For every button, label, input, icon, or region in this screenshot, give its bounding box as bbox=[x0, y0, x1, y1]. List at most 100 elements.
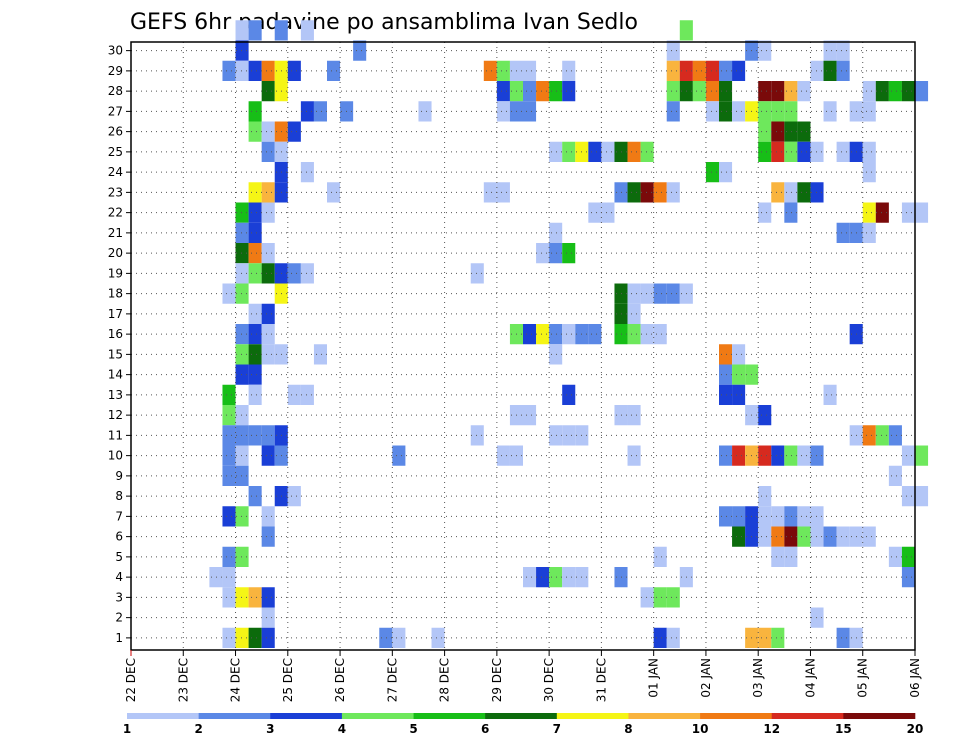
heatmap-cell bbox=[222, 445, 236, 466]
heatmap-cell bbox=[523, 567, 537, 588]
heatmap-cell bbox=[640, 141, 654, 162]
heatmap-cell bbox=[915, 202, 929, 223]
heatmap-cell bbox=[784, 202, 798, 223]
heatmap-cell bbox=[209, 567, 223, 588]
heatmap-cell bbox=[549, 141, 563, 162]
y-tick-label: 21 bbox=[108, 226, 123, 240]
heatmap-cell bbox=[875, 202, 889, 223]
heatmap-cell bbox=[732, 364, 746, 385]
heatmap-cell bbox=[496, 445, 510, 466]
heatmap-cell bbox=[771, 506, 785, 527]
heatmap-cell bbox=[810, 141, 824, 162]
heatmap-cell bbox=[719, 344, 733, 365]
heatmap-cell bbox=[627, 324, 641, 345]
heatmap-cell bbox=[784, 121, 798, 142]
heatmap-cell bbox=[915, 445, 929, 466]
heatmap-cell bbox=[705, 81, 719, 102]
heatmap-cell bbox=[771, 101, 785, 122]
y-axis: 1234567891011121314151617181920212223242… bbox=[108, 44, 131, 645]
heatmap-cell bbox=[692, 81, 706, 102]
heatmap-cell bbox=[758, 486, 772, 507]
heatmap-cell bbox=[261, 303, 275, 324]
heatmap-cell bbox=[549, 425, 563, 446]
colorbar-tick-label: 20 bbox=[907, 722, 924, 736]
heatmap-cell bbox=[235, 344, 249, 365]
heatmap-cell bbox=[810, 607, 824, 628]
heatmap-cell bbox=[300, 384, 314, 405]
colorbar-tick-label: 2 bbox=[194, 722, 202, 736]
y-tick-label: 7 bbox=[115, 509, 123, 523]
heatmap-cell bbox=[392, 627, 406, 648]
x-tick-label: 26 DEC bbox=[333, 658, 347, 702]
heatmap-cell bbox=[235, 263, 249, 284]
heatmap-cell bbox=[758, 405, 772, 426]
heatmap-cell bbox=[261, 81, 275, 102]
colorbar-swatch bbox=[556, 713, 629, 719]
heatmap-cell bbox=[666, 101, 680, 122]
heatmap-cell bbox=[549, 324, 563, 345]
heatmap-cell bbox=[588, 141, 602, 162]
heatmap-cell bbox=[248, 202, 262, 223]
heatmap-cell bbox=[261, 324, 275, 345]
heatmap-cell bbox=[836, 222, 850, 243]
heatmap-cell bbox=[627, 283, 641, 304]
heatmap-cell bbox=[732, 445, 746, 466]
heatmap-cell bbox=[705, 60, 719, 81]
x-tick-label: 27 DEC bbox=[385, 658, 399, 702]
heatmap-cell bbox=[353, 40, 367, 61]
heatmap-cell bbox=[222, 546, 236, 567]
heatmap-cell bbox=[758, 202, 772, 223]
heatmap-cell bbox=[549, 81, 563, 102]
y-tick-label: 17 bbox=[108, 307, 123, 321]
heatmap-cell bbox=[732, 526, 746, 547]
heatmap-cell bbox=[274, 20, 288, 41]
heatmap-cell bbox=[379, 627, 393, 648]
heatmap-cell bbox=[823, 384, 837, 405]
heatmap-cell bbox=[248, 486, 262, 507]
heatmap-cell bbox=[235, 587, 249, 608]
y-tick-label: 16 bbox=[108, 327, 123, 341]
heatmap-cell bbox=[719, 445, 733, 466]
heatmap-cell bbox=[771, 182, 785, 203]
heatmap-cell bbox=[222, 60, 236, 81]
x-tick-label: 31 DEC bbox=[594, 658, 608, 702]
heatmap-cell bbox=[719, 506, 733, 527]
heatmap-cell bbox=[836, 40, 850, 61]
heatmap-cell bbox=[235, 425, 249, 446]
heatmap-cell bbox=[784, 182, 798, 203]
y-tick-label: 28 bbox=[108, 84, 123, 98]
heatmap-cell bbox=[261, 627, 275, 648]
x-tick-label: 01 JAN bbox=[647, 658, 661, 698]
x-tick-label: 29 DEC bbox=[490, 658, 504, 702]
heatmap-cell bbox=[588, 324, 602, 345]
heatmap-cell bbox=[836, 526, 850, 547]
heatmap-cell bbox=[261, 182, 275, 203]
y-tick-label: 1 bbox=[115, 631, 123, 645]
y-tick-label: 11 bbox=[108, 428, 123, 442]
heatmap-cell bbox=[248, 182, 262, 203]
chart-title: GEFS 6hr padavine po ansamblima Ivan Sed… bbox=[130, 10, 638, 35]
heatmap-cell bbox=[248, 364, 262, 385]
heatmap-cell bbox=[248, 344, 262, 365]
heatmap-cell bbox=[562, 60, 576, 81]
colorbar-tick-label: 15 bbox=[835, 722, 852, 736]
heatmap-cell bbox=[797, 81, 811, 102]
heatmap-cell bbox=[248, 121, 262, 142]
heatmap-cell bbox=[470, 263, 484, 284]
heatmap-cell bbox=[261, 425, 275, 446]
heatmap-cell bbox=[888, 465, 902, 486]
heatmap-cell bbox=[248, 222, 262, 243]
heatmap-cell bbox=[222, 384, 236, 405]
colorbar-swatch bbox=[628, 713, 701, 719]
heatmap-cell bbox=[666, 587, 680, 608]
heatmap-cell bbox=[627, 303, 641, 324]
heatmap-cell bbox=[562, 243, 576, 264]
heatmap-cell bbox=[875, 425, 889, 446]
heatmap-cell bbox=[235, 243, 249, 264]
colorbar-tick-label: 4 bbox=[338, 722, 346, 736]
heatmap-cell bbox=[496, 101, 510, 122]
heatmap-cell bbox=[810, 445, 824, 466]
heatmap-cell bbox=[627, 445, 641, 466]
heatmap-cell bbox=[523, 101, 537, 122]
